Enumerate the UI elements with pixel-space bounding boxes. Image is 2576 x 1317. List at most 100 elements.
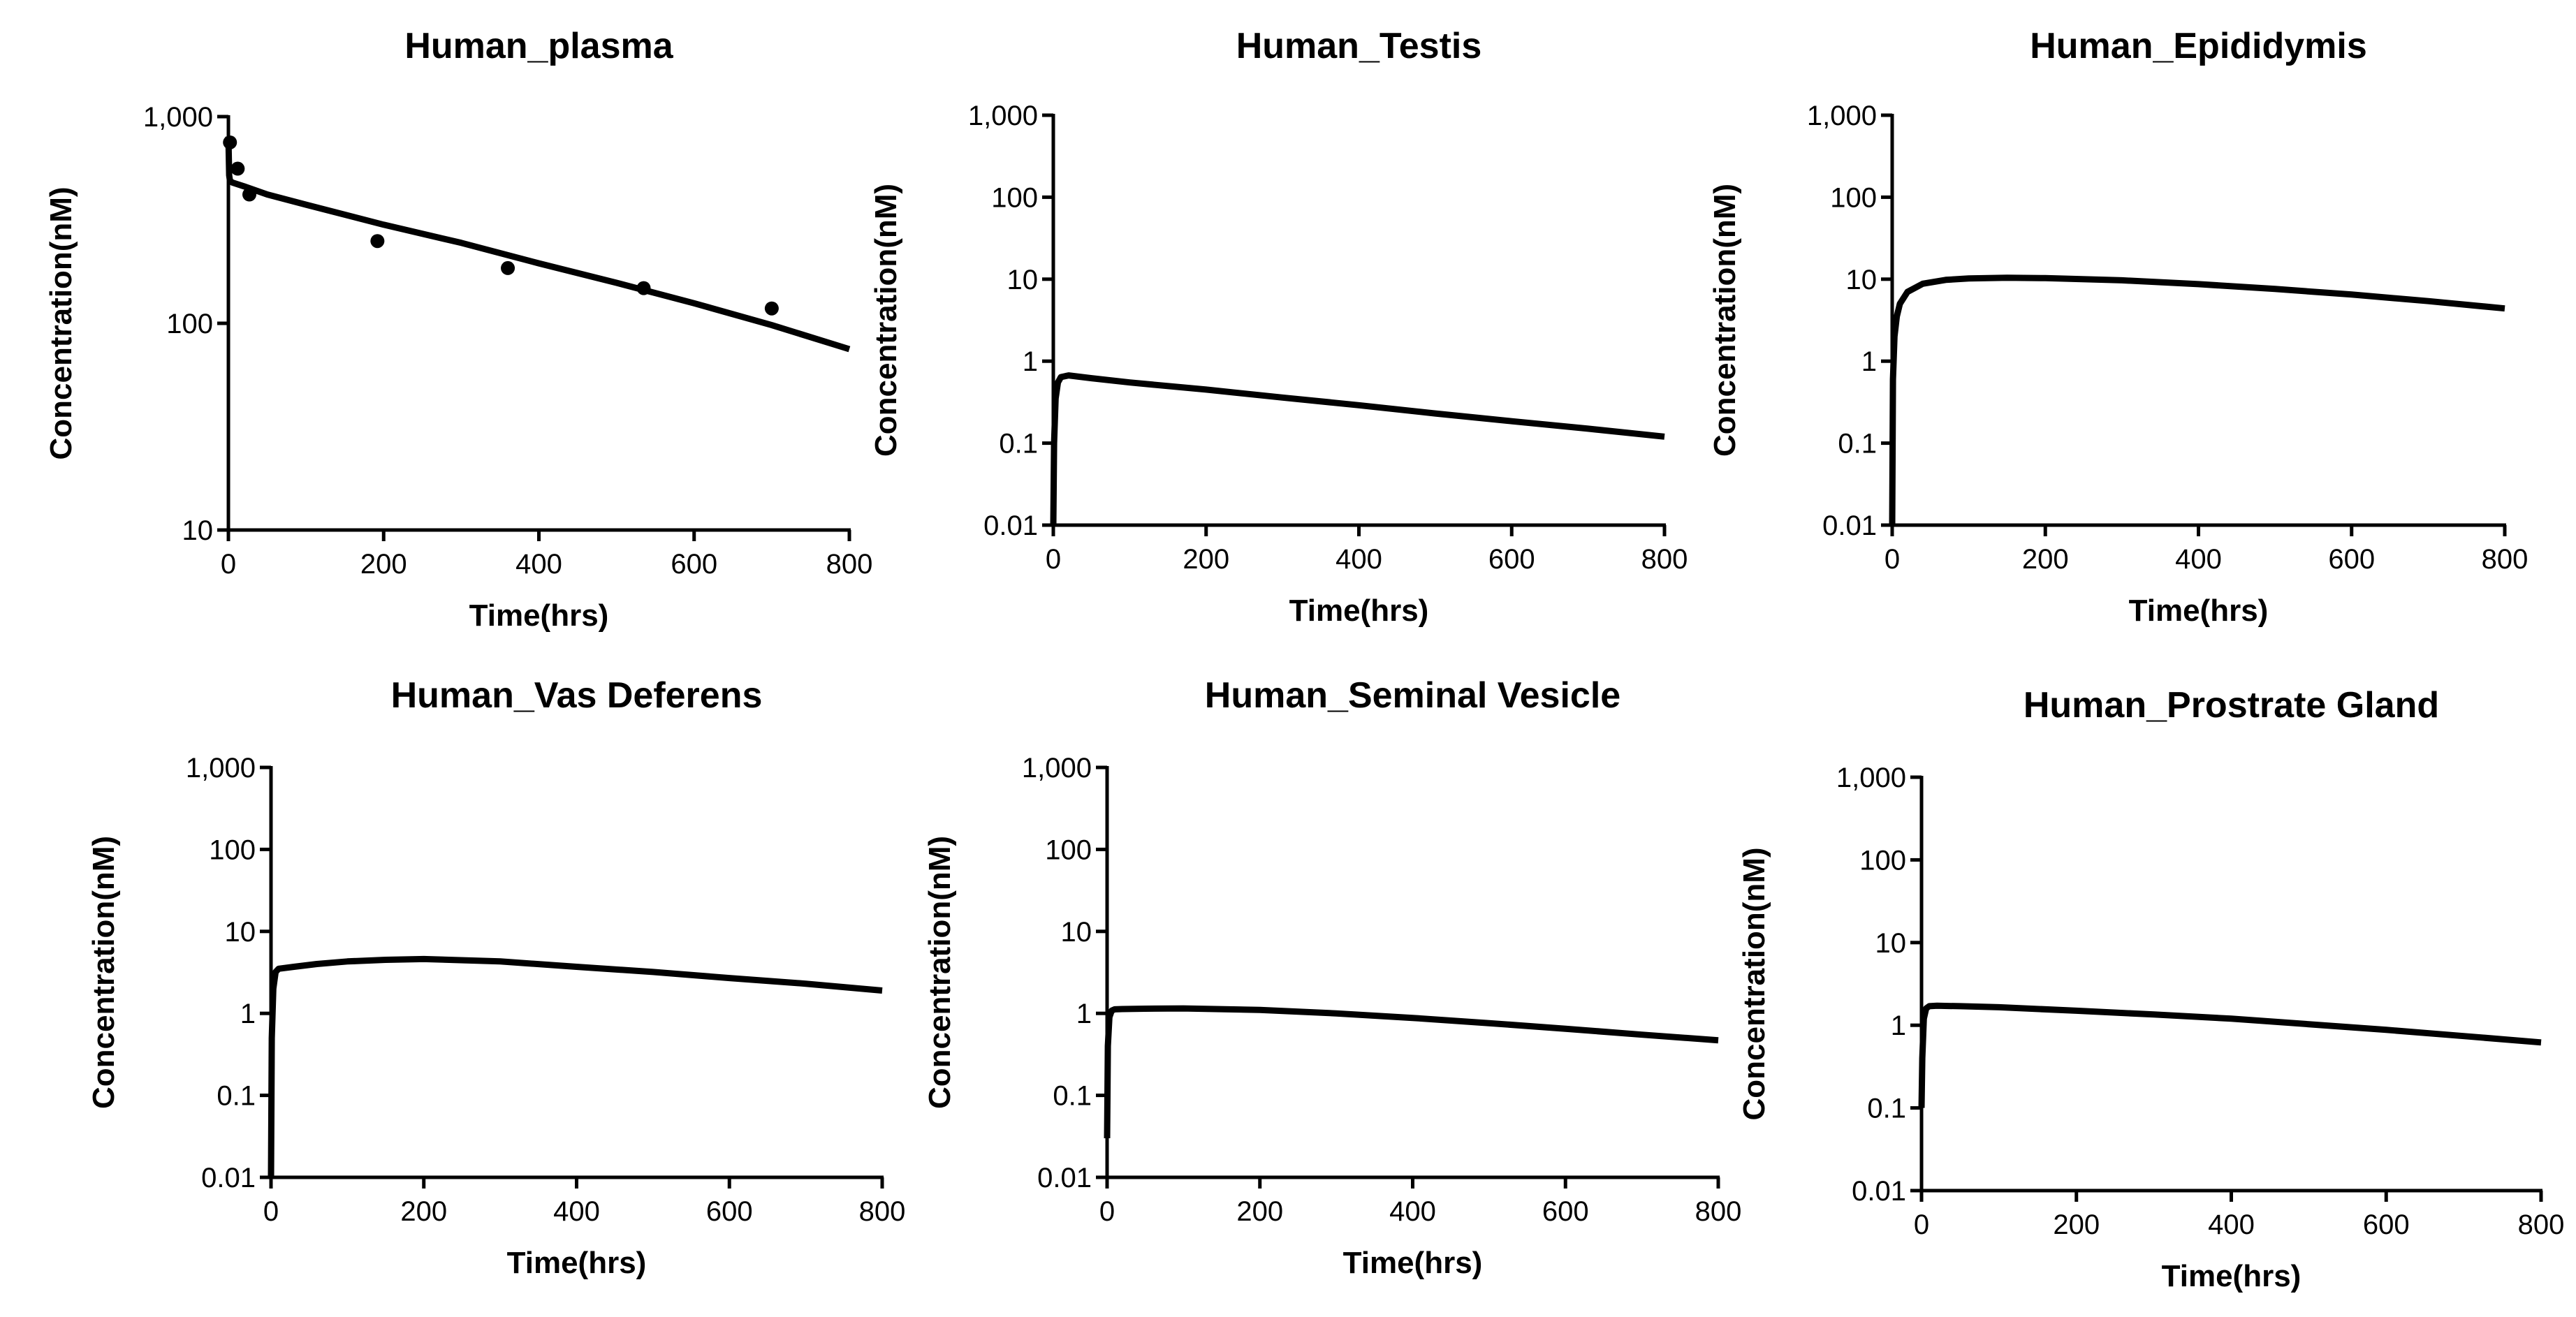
y-tick-label: 100 [1830,182,1877,213]
y-tick-label: 0.01 [201,1163,256,1193]
data-point [370,234,385,249]
series-line [225,136,851,353]
x-tick-label: 200 [1236,1196,1283,1227]
chart-panel: Human_Vas Deferens 0.01 0.1 1 10 100 1,000 0 200… [87,675,905,1280]
series-line [1889,274,2505,526]
x-tick-label: 800 [2482,544,2529,575]
x-tick-label: 400 [2208,1209,2255,1240]
x-tick-label: 0 [1914,1209,1929,1240]
y-axis-label: Concentration(nM) [923,836,957,1109]
x-tick-label: 0 [1099,1196,1115,1227]
chart-title: Human_Testis [1236,26,1482,66]
x-tick-label: 0 [263,1196,279,1227]
y-axis-label: Concentration(nM) [44,186,78,459]
x-axis-label: Time(hrs) [2129,594,2269,628]
x-tick-label: 400 [515,549,562,580]
y-tick-label: 0.1 [217,1081,256,1112]
x-axis-label: Time(hrs) [1289,594,1429,628]
y-tick-label: 0.1 [1867,1094,1906,1124]
y-tick-label: 0.01 [1037,1163,1092,1193]
y-tick-label: 1 [1861,346,1877,377]
y-tick-label: 10 [1007,265,1039,295]
y-tick-label: 100 [991,182,1038,213]
y-tick-label: 1,000 [968,101,1038,131]
x-tick-label: 0 [1885,544,1900,575]
x-tick-label: 800 [859,1196,906,1227]
y-tick-label: 0.1 [1838,429,1877,459]
x-tick-label: 600 [1488,544,1535,575]
y-tick-label: 0.01 [1822,510,1877,541]
x-tick-label: 400 [1389,1196,1436,1227]
series-line [1050,372,1665,526]
y-axis-label: Concentration(nM) [869,184,903,457]
x-tick-label: 800 [1641,544,1688,575]
data-point [242,187,257,202]
x-tick-label: 800 [1695,1196,1742,1227]
data-point [230,161,245,176]
x-tick-label: 600 [2328,544,2375,575]
y-tick-label: 1,000 [186,753,256,783]
y-tick-label: 100 [209,834,256,865]
chart-panel: Human_Prostrate Gland 0.01 0.1 1 10 100 1,000 0… [1737,685,2564,1293]
chart-title: Human_plasma [404,26,673,66]
x-tick-label: 600 [1542,1196,1589,1227]
chart-panel: Human_Seminal Vesicle 0.01 0.1 1 10 100 1,000 0… [923,675,1741,1280]
y-tick-label: 100 [1859,845,1906,876]
x-tick-label: 200 [1183,544,1229,575]
chart-title: Human_Vas Deferens [391,675,763,716]
x-tick-label: 400 [2175,544,2222,575]
x-axis-label: Time(hrs) [2162,1259,2301,1293]
y-tick-label: 10 [1875,928,1907,959]
x-axis-label: Time(hrs) [1343,1246,1483,1280]
x-tick-label: 200 [2053,1209,2100,1240]
y-axis-label: Concentration(nM) [87,836,121,1109]
y-tick-label: 10 [182,515,214,546]
chart-panel: Human_Testis 0.01 0.1 1 10 100 1,000 0 200 400 600… [869,26,1688,628]
x-axis-label: Time(hrs) [469,598,609,633]
data-point [764,301,779,316]
x-tick-label: 0 [221,549,236,580]
x-tick-label: 400 [553,1196,600,1227]
chart-title: Human_Seminal Vesicle [1205,675,1620,716]
x-tick-label: 200 [360,549,407,580]
x-tick-label: 800 [2518,1209,2565,1240]
data-point [636,281,651,295]
data-point [223,135,237,149]
y-axis-label: Concentration(nM) [1737,847,1771,1120]
series-line [268,955,883,1178]
data-point [501,260,515,275]
y-tick-label: 0.1 [1053,1081,1092,1112]
y-tick-label: 0.01 [983,510,1038,541]
series-line [1918,1002,2542,1108]
y-tick-label: 1,000 [1807,101,1877,131]
x-tick-label: 400 [1335,544,1382,575]
chart-title: Human_Prostrate Gland [2024,685,2439,726]
x-tick-label: 800 [826,549,873,580]
chart-panel: Human_Epididymis 0.01 0.1 1 10 100 1,000 0 200 40… [1708,26,2528,628]
y-tick-label: 1 [1076,999,1092,1029]
y-tick-label: 1 [1891,1010,1906,1041]
y-tick-label: 1 [240,999,256,1029]
y-tick-label: 100 [1045,834,1092,865]
y-tick-label: 10 [1061,917,1092,948]
x-tick-label: 200 [2022,544,2069,575]
y-tick-label: 0.01 [1852,1176,1906,1207]
series-line [1104,1005,1719,1139]
y-tick-label: 10 [225,917,256,948]
chart-panel: Human_plasma 10 100 1,000 0 200 400 600 800 Time(… [44,26,872,633]
y-axis-label: Concentration(nM) [1708,184,1742,457]
x-axis-label: Time(hrs) [507,1246,647,1280]
x-tick-label: 600 [671,549,717,580]
y-tick-label: 100 [166,309,213,339]
x-tick-label: 0 [1046,544,1061,575]
x-tick-label: 600 [2363,1209,2410,1240]
x-tick-label: 200 [400,1196,447,1227]
x-tick-label: 600 [706,1196,753,1227]
y-tick-label: 1,000 [1022,753,1092,783]
y-tick-label: 1 [1023,346,1038,377]
y-tick-label: 10 [1846,265,1878,295]
chart-title: Human_Epididymis [2030,26,2367,66]
y-tick-label: 0.1 [999,429,1038,459]
y-tick-label: 1,000 [143,102,213,133]
